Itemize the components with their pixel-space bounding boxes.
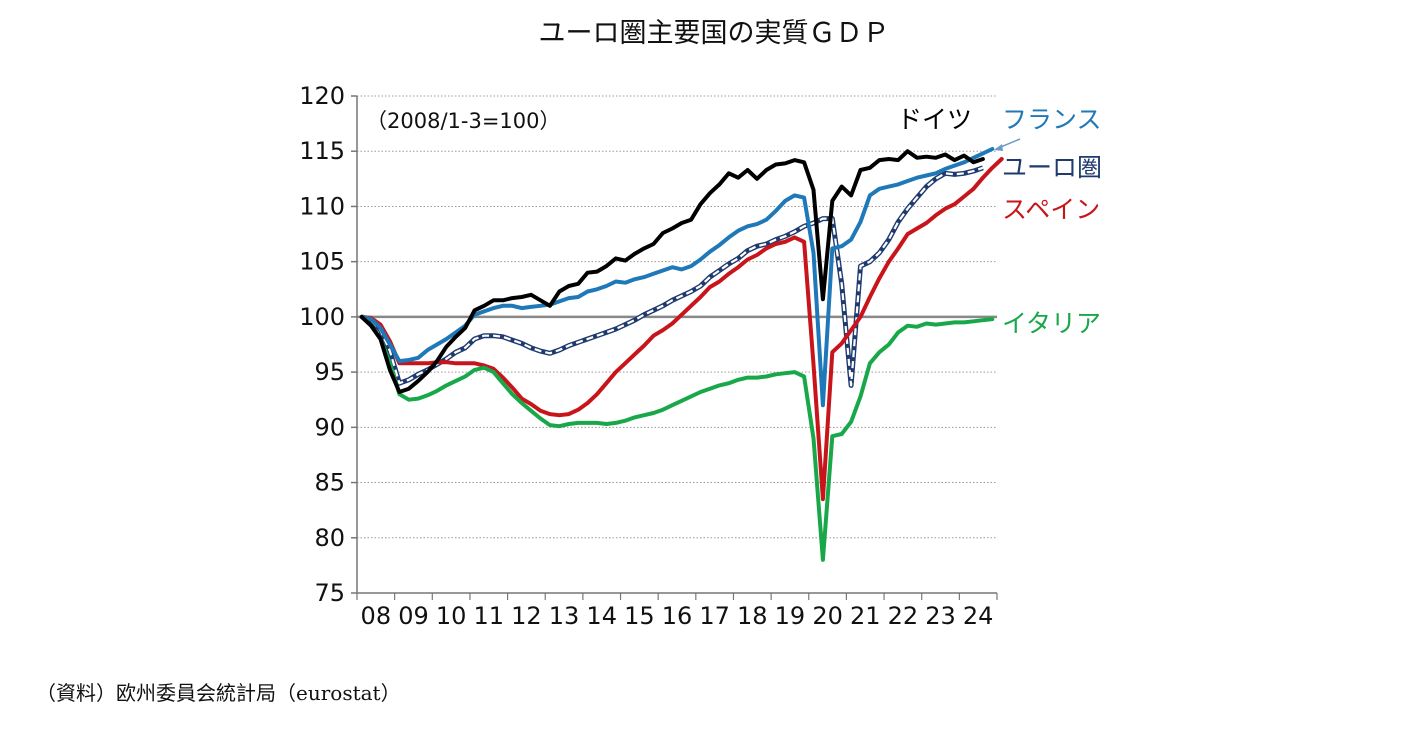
y-tick-label-80: 80	[314, 524, 345, 552]
x-tick-label-15: 15	[624, 602, 655, 630]
y-tick-label-110: 110	[299, 192, 345, 220]
y-tick-label-85: 85	[314, 469, 345, 497]
x-tick-label-23: 23	[925, 602, 956, 630]
x-tick-label-22: 22	[888, 602, 919, 630]
series-line-2	[359, 314, 995, 562]
label-pointer-arrowhead	[994, 144, 1003, 151]
y-tick-label-120: 120	[299, 82, 345, 110]
x-tick-label-21: 21	[850, 602, 881, 630]
series-line-4	[359, 149, 985, 394]
x-tick-label-20: 20	[812, 602, 843, 630]
x-tick-label-16: 16	[662, 602, 693, 630]
x-tick-label-12: 12	[511, 602, 542, 630]
x-tick-label-09: 09	[398, 602, 429, 630]
y-tick-label-90: 90	[314, 413, 345, 441]
chart-title: ユーロ圏主要国の実質ＧＤＰ	[539, 18, 890, 49]
series-label-フランス: フランス	[1002, 105, 1102, 134]
x-tick-label-14: 14	[586, 602, 617, 630]
axes	[356, 96, 997, 594]
series-line-eurozone-dash	[361, 166, 984, 387]
x-tick-label-08: 08	[361, 602, 392, 630]
series-line-3	[359, 147, 995, 408]
series-label-ドイツ: ドイツ	[897, 105, 972, 134]
y-tick-label-100: 100	[299, 303, 345, 331]
y-axis-ticks: 75 80 85 90 95 100 105 110 115 120	[299, 82, 357, 607]
series-label-イタリア: イタリア	[1002, 309, 1101, 338]
base-note: （2008/1-3=100）	[366, 109, 561, 133]
x-tick-label-13: 13	[549, 602, 580, 630]
series-line-1	[359, 157, 1004, 502]
source-note: （資料）欧州委員会統計局（eurostat）	[36, 681, 401, 705]
y-tick-label-95: 95	[314, 358, 345, 386]
x-tick-label-11: 11	[473, 602, 504, 630]
x-tick-label-17: 17	[699, 602, 730, 630]
x-tick-label-19: 19	[775, 602, 806, 630]
y-tick-label-115: 115	[299, 137, 345, 165]
y-tick-label-105: 105	[299, 248, 345, 276]
x-axis-ticks: 08 09 10 11 12 13 14 15 16 17 18 19 20 21 22 23 24	[356, 593, 998, 630]
x-tick-label-24: 24	[963, 602, 994, 630]
series-label-ユーロ圏: ユーロ圏	[1002, 153, 1102, 182]
x-tick-label-18: 18	[737, 602, 768, 630]
x-tick-label-10: 10	[436, 602, 467, 630]
series-lines	[359, 147, 1004, 562]
series-label-スペイン: スペイン	[1002, 195, 1100, 224]
y-tick-label-75: 75	[314, 579, 345, 607]
